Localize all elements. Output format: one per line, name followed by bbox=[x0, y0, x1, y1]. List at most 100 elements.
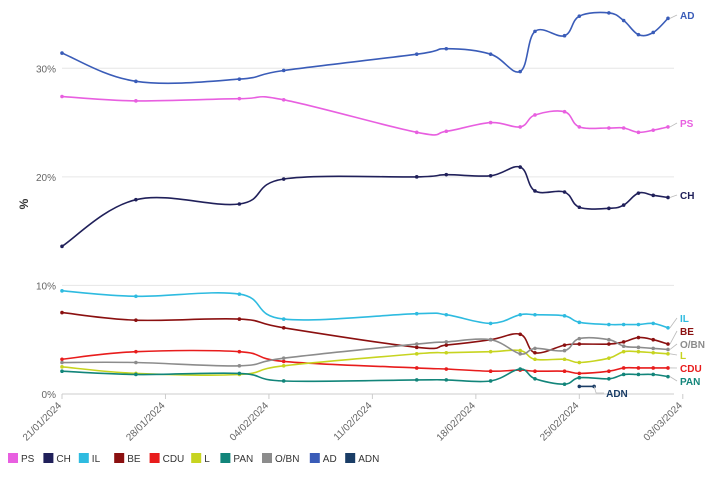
legend-item-ps[interactable]: PS bbox=[8, 453, 35, 465]
data-point bbox=[563, 314, 567, 318]
series-il bbox=[60, 289, 670, 330]
legend-swatch bbox=[345, 453, 355, 463]
data-point bbox=[563, 343, 567, 347]
data-point bbox=[518, 125, 522, 129]
legend-item-pan[interactable]: PAN bbox=[220, 453, 253, 465]
data-point bbox=[415, 366, 419, 370]
legend-label: L bbox=[204, 454, 210, 465]
data-point bbox=[578, 125, 582, 129]
end-label: ADN bbox=[606, 389, 628, 400]
data-point bbox=[607, 356, 611, 360]
x-tick-label: 18/02/2024 bbox=[435, 400, 478, 443]
y-tick-label: 30% bbox=[36, 64, 56, 75]
data-point bbox=[444, 343, 448, 347]
data-point bbox=[607, 11, 611, 15]
data-point bbox=[622, 373, 626, 377]
data-point bbox=[415, 378, 419, 382]
data-point bbox=[666, 366, 670, 370]
data-point bbox=[238, 317, 242, 321]
data-point bbox=[622, 19, 626, 23]
legend-item-ad[interactable]: AD bbox=[310, 453, 337, 465]
data-point bbox=[563, 369, 567, 373]
x-tick-label: 03/03/2024 bbox=[642, 400, 685, 443]
data-point bbox=[415, 175, 419, 179]
data-point bbox=[489, 350, 493, 354]
data-point bbox=[578, 337, 582, 341]
data-point bbox=[444, 313, 448, 317]
legend-label: CDU bbox=[163, 454, 185, 465]
data-point bbox=[60, 51, 64, 55]
legend-swatch bbox=[310, 453, 320, 463]
data-point bbox=[533, 357, 537, 361]
label-connector bbox=[670, 195, 677, 197]
data-point bbox=[651, 373, 655, 377]
data-point bbox=[60, 365, 64, 369]
series-line bbox=[62, 167, 668, 247]
end-label: AD bbox=[680, 11, 694, 22]
series-adn bbox=[578, 385, 596, 389]
data-point bbox=[134, 294, 138, 298]
data-point bbox=[651, 347, 655, 351]
legend-swatch bbox=[8, 453, 18, 463]
legend-item-be[interactable]: BE bbox=[114, 453, 141, 465]
data-point bbox=[238, 372, 242, 376]
legend-label: BE bbox=[127, 454, 141, 465]
data-point bbox=[651, 31, 655, 35]
data-point bbox=[489, 121, 493, 125]
data-point bbox=[666, 342, 670, 346]
legend-item-ch[interactable]: CH bbox=[43, 453, 70, 465]
data-point bbox=[415, 312, 419, 316]
series-line bbox=[62, 12, 668, 83]
data-point bbox=[637, 346, 641, 350]
data-point bbox=[578, 205, 582, 209]
legend-label: PAN bbox=[233, 454, 253, 465]
legend-item-o-bn[interactable]: O/BN bbox=[262, 453, 299, 465]
data-point bbox=[518, 352, 522, 356]
data-point bbox=[578, 376, 582, 380]
data-point bbox=[563, 110, 567, 114]
legend-item-cdu[interactable]: CDU bbox=[150, 453, 185, 465]
y-tick-label: 10% bbox=[36, 281, 56, 292]
data-point bbox=[238, 97, 242, 101]
data-point bbox=[666, 375, 670, 379]
data-point bbox=[444, 340, 448, 344]
data-point bbox=[282, 69, 286, 73]
data-point bbox=[666, 352, 670, 356]
data-point bbox=[282, 177, 286, 181]
data-point bbox=[282, 98, 286, 102]
data-point bbox=[622, 344, 626, 348]
data-point bbox=[563, 349, 567, 353]
end-label: IL bbox=[680, 314, 689, 325]
data-point bbox=[533, 351, 537, 355]
data-point bbox=[563, 382, 567, 386]
label-connector bbox=[670, 123, 677, 127]
data-point bbox=[60, 361, 64, 365]
data-point bbox=[533, 113, 537, 117]
data-point bbox=[415, 346, 419, 350]
data-point bbox=[607, 369, 611, 373]
data-point bbox=[134, 80, 138, 84]
data-point bbox=[60, 245, 64, 249]
label-connector bbox=[670, 15, 677, 18]
series-ps bbox=[60, 95, 670, 135]
end-label: PS bbox=[680, 119, 694, 130]
x-tick-label: 21/01/2024 bbox=[21, 400, 64, 443]
data-point bbox=[622, 340, 626, 344]
data-point bbox=[578, 321, 582, 325]
end-label: BE bbox=[680, 327, 694, 338]
data-point bbox=[282, 326, 286, 330]
legend-item-l[interactable]: L bbox=[191, 453, 210, 465]
data-point bbox=[60, 311, 64, 315]
data-point bbox=[134, 99, 138, 103]
data-point bbox=[60, 357, 64, 361]
data-point bbox=[622, 323, 626, 327]
data-point bbox=[444, 47, 448, 51]
legend-item-adn[interactable]: ADN bbox=[345, 453, 379, 465]
data-point bbox=[60, 369, 64, 373]
data-point bbox=[637, 33, 641, 37]
data-point bbox=[134, 198, 138, 202]
legend-item-il[interactable]: IL bbox=[79, 453, 101, 465]
